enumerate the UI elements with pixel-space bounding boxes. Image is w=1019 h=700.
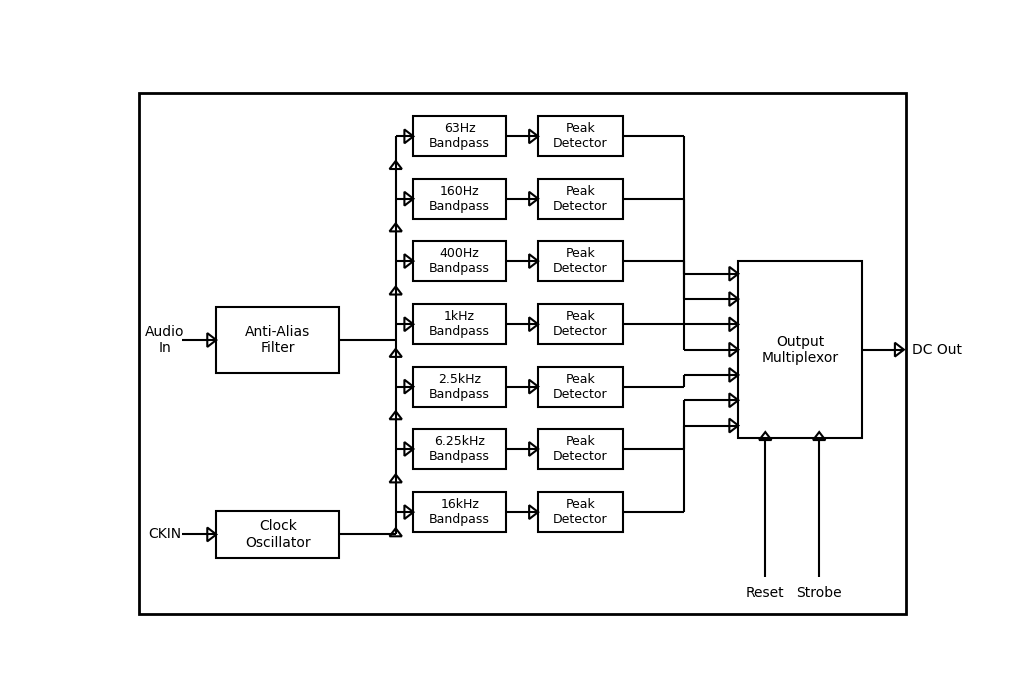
Bar — [216, 307, 339, 372]
Bar — [538, 116, 623, 156]
Bar — [538, 367, 623, 407]
Text: 160Hz
Bandpass: 160Hz Bandpass — [429, 185, 489, 213]
Text: Output
Multiplexor: Output Multiplexor — [760, 335, 838, 365]
Text: CKIN: CKIN — [148, 528, 181, 542]
Bar — [413, 429, 505, 469]
Bar — [413, 492, 505, 532]
Text: Anti-Alias
Filter: Anti-Alias Filter — [245, 325, 310, 355]
Bar — [413, 116, 505, 156]
Bar — [413, 304, 505, 344]
Text: Strobe: Strobe — [796, 586, 842, 600]
Bar — [538, 178, 623, 219]
Bar — [413, 367, 505, 407]
Bar — [538, 492, 623, 532]
Text: Peak
Detector: Peak Detector — [552, 185, 607, 213]
Text: Audio
In: Audio In — [145, 325, 184, 355]
Text: Peak
Detector: Peak Detector — [552, 372, 607, 400]
Text: 400Hz
Bandpass: 400Hz Bandpass — [429, 247, 489, 275]
Bar — [538, 304, 623, 344]
Text: Peak
Detector: Peak Detector — [552, 498, 607, 526]
Text: 63Hz
Bandpass: 63Hz Bandpass — [429, 122, 489, 150]
Text: Peak
Detector: Peak Detector — [552, 435, 607, 463]
Bar — [538, 241, 623, 281]
Bar — [413, 241, 505, 281]
Bar — [413, 178, 505, 219]
Text: Peak
Detector: Peak Detector — [552, 122, 607, 150]
Text: 1kHz
Bandpass: 1kHz Bandpass — [429, 310, 489, 338]
Text: Reset: Reset — [745, 586, 784, 600]
Text: 16kHz
Bandpass: 16kHz Bandpass — [429, 498, 489, 526]
Text: DC Out: DC Out — [911, 343, 961, 357]
Text: Clock
Oscillator: Clock Oscillator — [245, 519, 311, 550]
Text: Peak
Detector: Peak Detector — [552, 247, 607, 275]
Text: Peak
Detector: Peak Detector — [552, 310, 607, 338]
Bar — [738, 261, 861, 438]
Text: 2.5kHz
Bandpass: 2.5kHz Bandpass — [429, 372, 489, 400]
Text: 6.25kHz
Bandpass: 6.25kHz Bandpass — [429, 435, 489, 463]
Bar — [538, 429, 623, 469]
Bar — [216, 511, 339, 557]
